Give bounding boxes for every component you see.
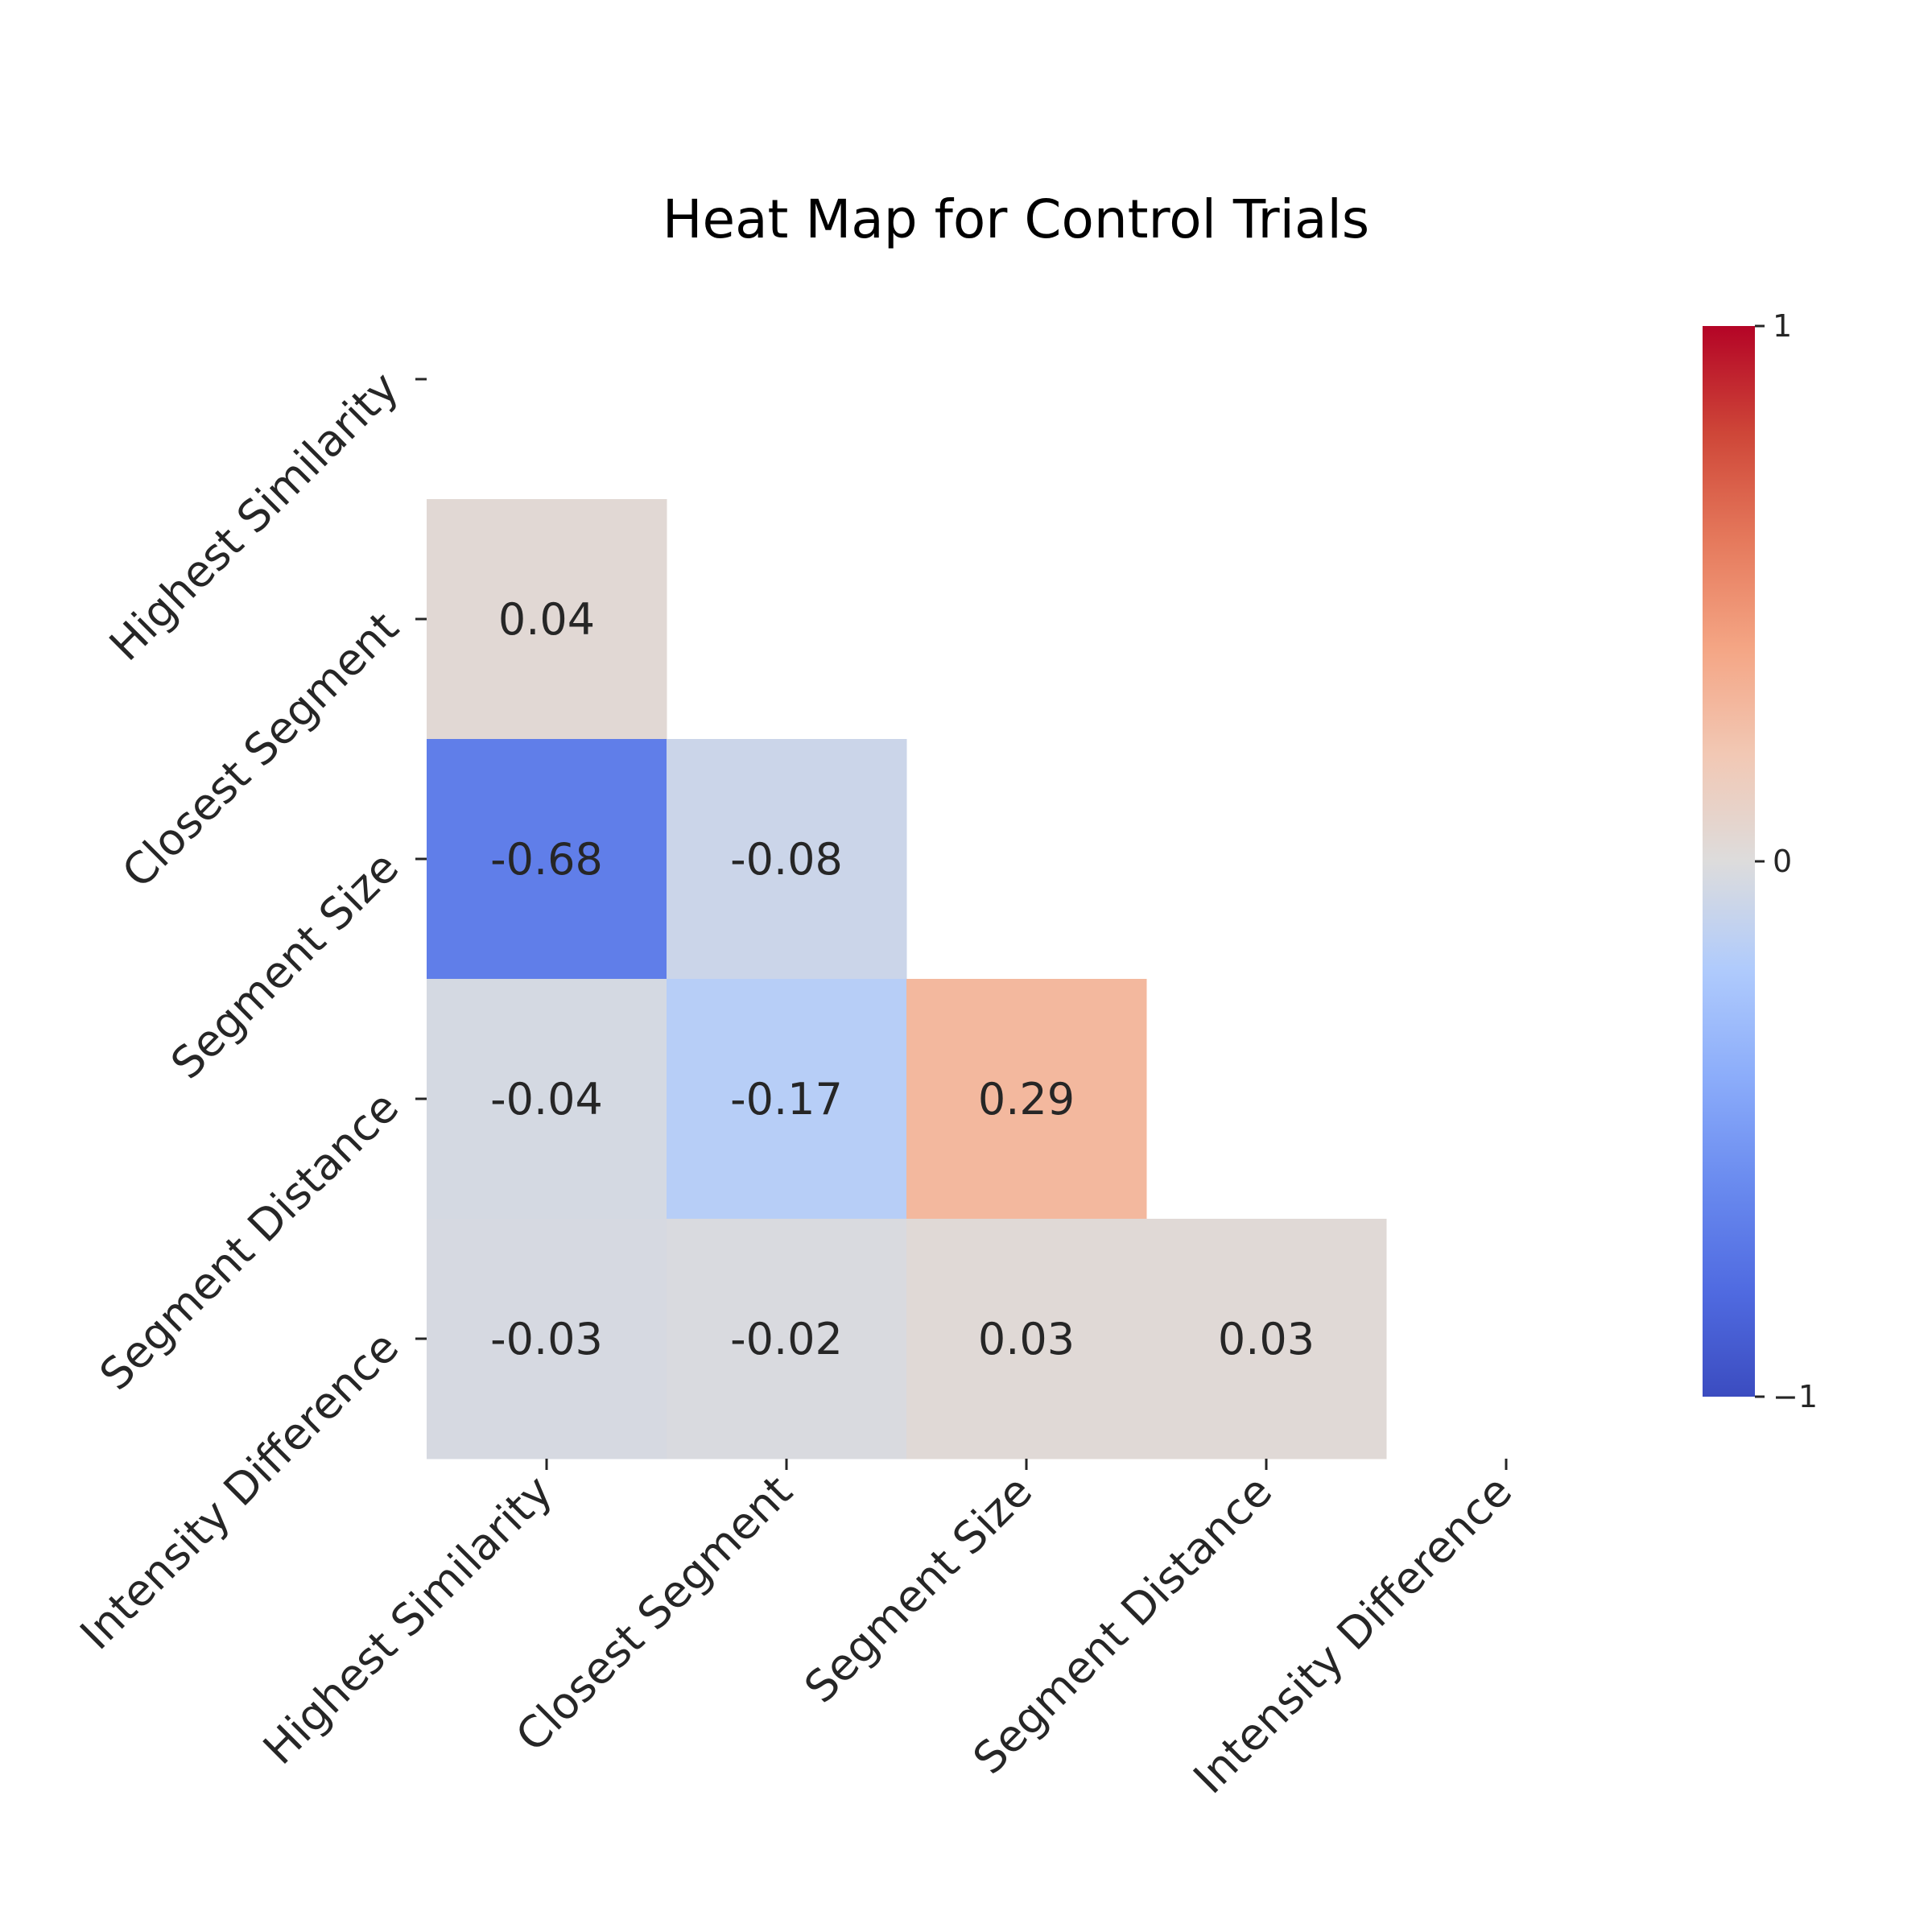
- colorbar-tick-label: 0: [1773, 844, 1792, 879]
- heatmap-cell-2-1: [667, 739, 907, 980]
- cell-value-label: -0.03: [490, 1314, 603, 1364]
- y-tick-label-segment-size: Segment Size: [161, 842, 408, 1089]
- heatmap-cell-4-3: [1146, 1219, 1387, 1459]
- cell-value-label: 0.04: [498, 594, 595, 645]
- cell-value-label: -0.04: [490, 1074, 603, 1125]
- colorbar: 1 0 −1: [1703, 308, 1818, 1414]
- cell-value-label: -0.68: [490, 834, 603, 885]
- colorbar-gradient: [1703, 326, 1755, 1397]
- cell-value-label: -0.02: [730, 1314, 843, 1364]
- cell-value-label: -0.08: [730, 834, 843, 885]
- cell-value-label: 0.29: [978, 1074, 1075, 1125]
- heatmap-cell-3-0: [427, 979, 667, 1220]
- heatmap-cell-labels: 0.04 -0.68 -0.08 -0.04 -0.17 0.29 -0.03 -0.02 0.…: [490, 594, 1315, 1364]
- heatmap-cell-4-0: [427, 1219, 667, 1459]
- heatmap-cell-1-0: [427, 499, 667, 740]
- heatmap-cells: [427, 499, 1387, 1459]
- cell-value-label: 0.03: [978, 1314, 1075, 1364]
- heatmap-cell-2-0: [427, 739, 667, 980]
- cell-value-label: -0.17: [730, 1074, 843, 1125]
- cell-value-label: 0.03: [1218, 1314, 1315, 1364]
- heatmap-cell-3-1: [667, 979, 907, 1220]
- chart-title: Heat Map for Control Trials: [663, 188, 1369, 250]
- colorbar-tick-label: 1: [1773, 308, 1792, 344]
- heatmap-cell-4-2: [906, 1219, 1147, 1459]
- colorbar-tick-label: −1: [1773, 1379, 1818, 1414]
- x-tick-label-segment-size: Segment Size: [795, 1466, 1042, 1713]
- heatmap-cell-3-2: [906, 979, 1147, 1220]
- heatmap-cell-4-1: [667, 1219, 907, 1459]
